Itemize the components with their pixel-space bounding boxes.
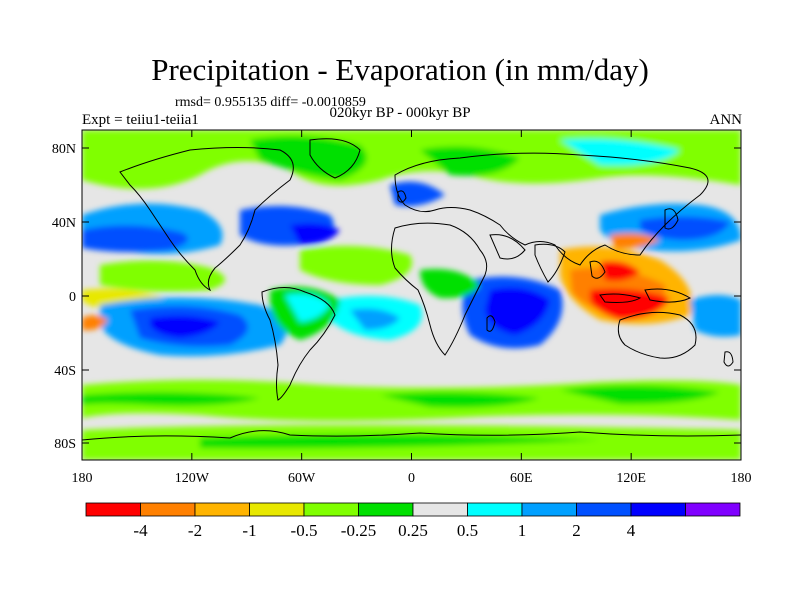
map-panel [82, 130, 741, 460]
lat-tick-label: 80N [52, 142, 76, 157]
colorbar-label: -1 [242, 521, 256, 540]
lon-tick-label: 60E [510, 471, 533, 486]
colorbar-swatch [249, 502, 305, 517]
coastlines [82, 138, 741, 441]
lon-tick-label: 60W [288, 471, 316, 486]
lon-tick-label: 120W [175, 471, 210, 486]
lon-tick-label: 180 [72, 471, 93, 486]
colorbar-swatch [303, 502, 359, 517]
colorbar-label: 0.5 [457, 521, 478, 540]
lat-tick-label: 40S [54, 364, 76, 379]
colorbar-label: -4 [133, 521, 148, 540]
chart-subtitle: 020kyr BP - 000kyr BP [329, 105, 471, 121]
lat-tick-label: 40N [52, 216, 76, 231]
chart-title: Precipitation - Evaporation (in mm/day) [151, 52, 649, 87]
season-label: ANN [709, 112, 743, 128]
colorbar-swatch [521, 502, 577, 517]
field-blobs [82, 130, 741, 460]
lon-tick-label: 0 [408, 471, 415, 486]
lon-tick-label: 120E [616, 471, 646, 486]
colorbar-swatch [85, 502, 141, 517]
colorbar-label: -0.25 [341, 521, 376, 540]
colorbar-swatch [685, 502, 741, 517]
lon-tick-label: 180 [731, 471, 752, 486]
colorbar-swatch [630, 502, 686, 517]
experiment-label: Expt = teiiu1-teiia1 [82, 112, 199, 128]
lat-tick-label: 80S [54, 437, 76, 452]
colorbar-label: -0.5 [291, 521, 318, 540]
colorbar-swatch [140, 502, 196, 517]
colorbar-label: 2 [572, 521, 581, 540]
colorbar-label: 1 [518, 521, 527, 540]
colorbar-label: 4 [627, 521, 636, 540]
colorbar-swatch [194, 502, 250, 517]
colorbar: -4 -2 -1 -0.5 -0.25 0.25 0.5 1 2 4 [85, 502, 741, 540]
colorbar-swatch [412, 502, 468, 517]
lat-tick-label: 0 [69, 290, 76, 305]
colorbar-label: -2 [188, 521, 202, 540]
colorbar-label: 0.25 [398, 521, 428, 540]
axis-ticks: 80N 40N 0 40S 80S 180 120W 60W 0 60E 120E 180 [52, 130, 752, 486]
stats-label: rmsd= 0.955135 diff= -0.0010859 [175, 95, 366, 110]
colorbar-swatch [576, 502, 632, 517]
colorbar-swatch [358, 502, 414, 517]
colorbar-swatch [467, 502, 523, 517]
